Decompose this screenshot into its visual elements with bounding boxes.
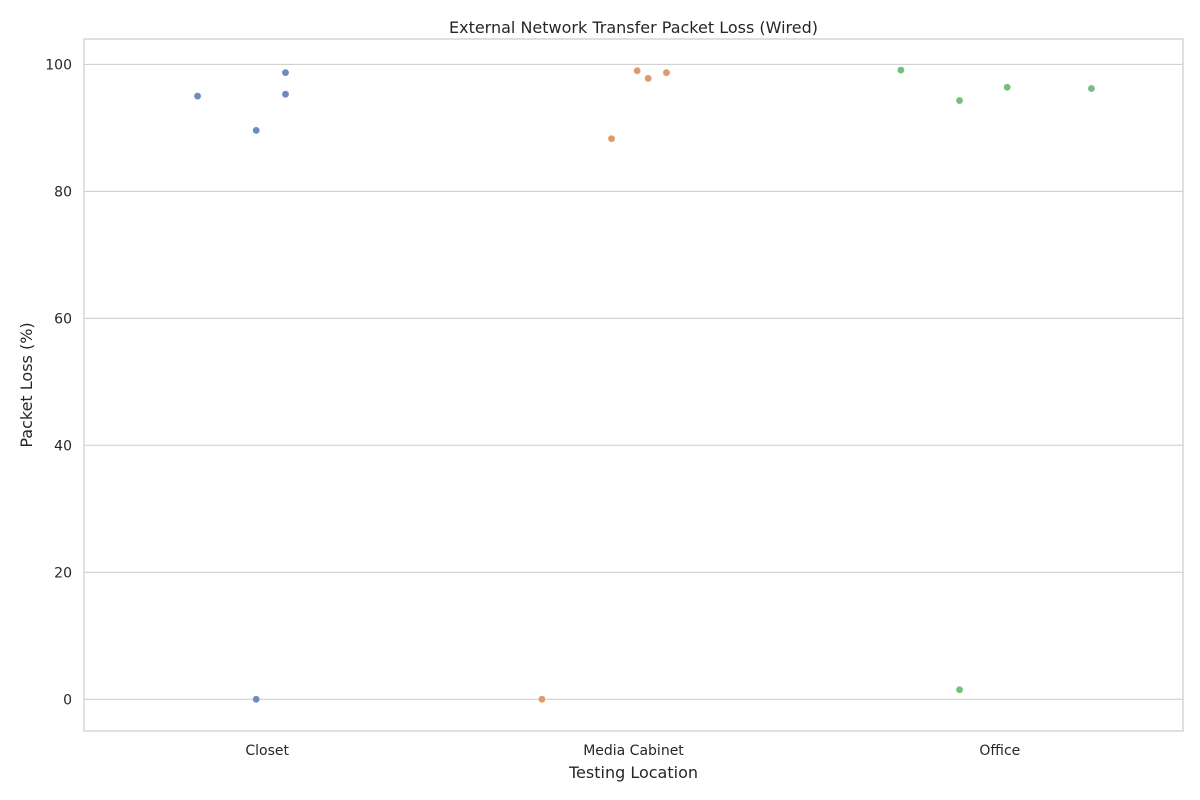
x-tick-label: Media Cabinet <box>583 743 684 759</box>
y-tick-label: 0 <box>63 692 72 708</box>
y-tick-label: 40 <box>54 438 72 454</box>
y-tick-label: 80 <box>54 184 72 200</box>
data-point <box>955 685 964 694</box>
chart-title: External Network Transfer Packet Loss (W… <box>449 18 818 37</box>
plot-frame <box>83 38 1184 732</box>
data-point <box>644 74 652 83</box>
data-point <box>252 695 260 704</box>
data-points <box>193 66 1096 704</box>
x-tick-label: Closet <box>245 743 289 759</box>
data-point <box>538 695 546 704</box>
data-point <box>281 90 290 99</box>
data-point <box>897 66 905 74</box>
data-point <box>281 68 290 77</box>
grid-lines <box>84 63 1183 700</box>
x-axis-label: Testing Location <box>568 763 698 782</box>
data-point <box>955 96 964 105</box>
y-tick-label: 20 <box>54 565 72 581</box>
data-point <box>193 92 202 100</box>
y-tick-label: 100 <box>45 57 72 73</box>
data-point <box>252 126 260 135</box>
x-tick-labels: Closet Media Cabinet Office <box>245 743 1020 759</box>
y-tick-labels: 0 20 40 60 80 100 <box>45 57 72 708</box>
data-point <box>633 66 641 75</box>
y-axis-label: Packet Loss (%) <box>17 322 36 447</box>
data-point <box>1003 83 1011 92</box>
data-point <box>662 68 671 77</box>
data-point <box>607 134 616 143</box>
x-tick-label: Office <box>979 743 1020 759</box>
y-tick-label: 60 <box>54 311 72 327</box>
data-point <box>1087 84 1096 93</box>
